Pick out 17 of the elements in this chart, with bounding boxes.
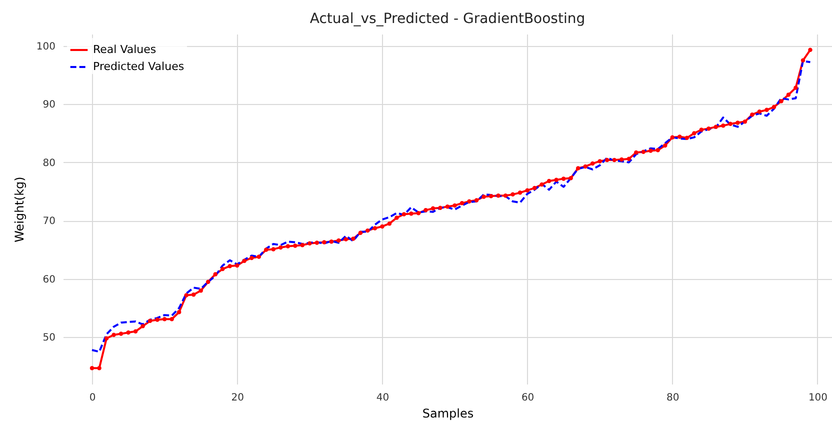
x-tick-label: 20: [231, 392, 244, 404]
chart-title: Actual_vs_Predicted - GradientBoosting: [310, 11, 586, 27]
legend-label: Real Values: [93, 43, 156, 56]
y-tick-label: 50: [42, 332, 56, 344]
y-tick-label: 60: [42, 274, 56, 286]
y-tick-label: 80: [42, 158, 56, 169]
x-tick-label: 60: [521, 392, 534, 404]
x-tick-label: 40: [376, 392, 390, 404]
legend-label: Predicted Values: [93, 60, 184, 73]
x-tick-label: 0: [89, 392, 96, 404]
x-tick-label: 100: [808, 392, 828, 404]
y-axis-title: Weight(kg): [12, 176, 26, 242]
x-tick-label: 80: [666, 392, 680, 404]
y-tick-label: 90: [42, 100, 56, 111]
x-axis-title: Samples: [422, 406, 474, 420]
y-tick-label: 100: [36, 41, 56, 52]
y-tick-label: 70: [42, 216, 56, 228]
